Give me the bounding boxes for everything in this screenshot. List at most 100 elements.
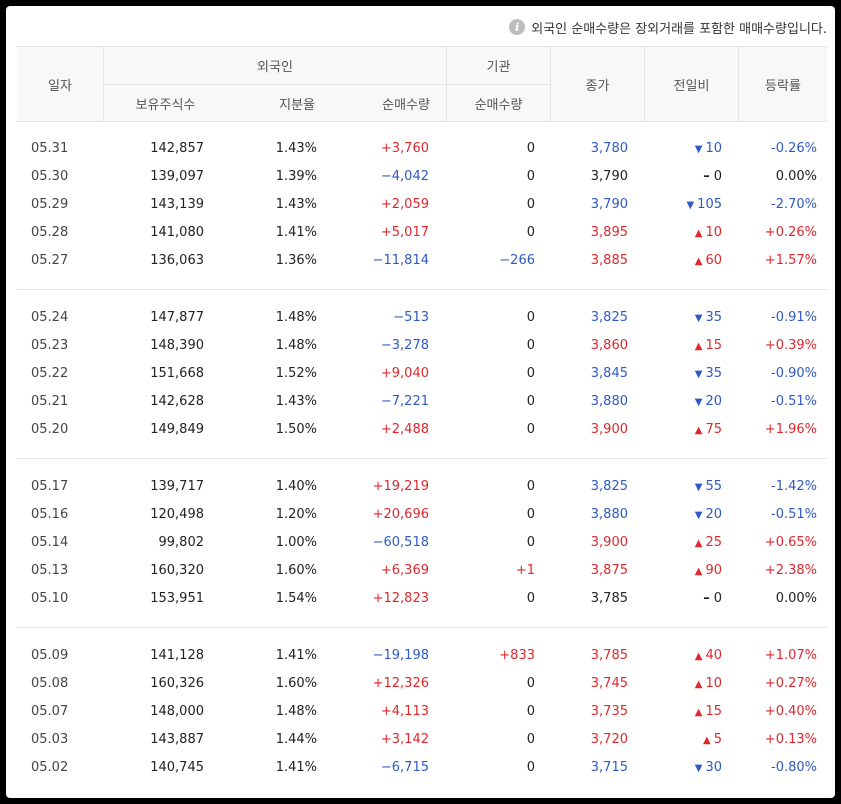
rate-cell: 0.00% [775,169,817,184]
table-row: 05.03 143,887 1.44% +3,142 0 3,720 ▲ 5 +0.13% [17,726,827,754]
close-cell: 3,825 [590,479,628,494]
date-cell: 05.10 [31,591,69,606]
table-row: 05.24 147,877 1.48% −513 0 3,825 ▼ 35 -0.91% [17,304,827,332]
institution-net-cell: 0 [526,366,535,381]
rate-cell: +2.38% [764,563,817,578]
header-rate: 등락률 [765,78,801,94]
ratio-cell: 1.43% [275,197,317,212]
change-value: 30 [705,760,722,775]
header-close: 종가 [585,78,610,94]
foreign-net-cell: +12,326 [372,676,429,691]
change-cell: ▲ 60 [642,247,722,275]
table-row: 05.16 120,498 1.20% +20,696 0 3,880 ▼ 20 -0.51% [17,501,827,529]
arrow-down-icon: ▼ [694,763,703,774]
institution-net-cell: 0 [526,704,535,719]
change-cell: ▲ 25 [642,529,722,557]
foreign-net-cell: +5,017 [380,225,429,240]
holdings-cell: 142,857 [150,141,204,156]
foreign-net-cell: −60,518 [372,535,429,550]
change-value: 25 [705,535,722,550]
investor-trading-table-panel: i 외국인 순매수량은 장외거래를 포함한 매매수량입니다. 일자 외국인 기관… [6,6,835,798]
holdings-cell: 149,849 [150,422,204,437]
table-row: 05.23 148,390 1.48% −3,278 0 3,860 ▲ 15 +0.39% [17,332,827,360]
close-cell: 3,900 [590,535,628,550]
ratio-cell: 1.36% [275,253,317,268]
arrow-down-icon: ▼ [694,369,703,380]
change-cell: ▲ 90 [642,557,722,585]
rate-cell: -0.26% [771,141,817,156]
foreign-net-cell: −11,814 [372,253,429,268]
header-institution: 기관 [486,60,511,75]
row-group: 05.24 147,877 1.48% −513 0 3,825 ▼ 35 -0.91% 05.2… [17,290,827,459]
flat-dash-icon: – [703,591,710,606]
holdings-cell: 120,498 [150,507,204,522]
institution-net-cell: 0 [526,169,535,184]
close-cell: 3,715 [590,760,628,775]
table-row: 05.20 149,849 1.50% +2,488 0 3,900 ▲ 75 +1.96% [17,416,827,444]
header-change: 전일비 [673,78,710,94]
change-cell: ▲ 10 [642,219,722,247]
arrow-down-icon: ▼ [694,510,703,521]
rate-cell: -0.91% [771,310,817,325]
close-cell: 3,790 [590,169,628,184]
rate-cell: +0.26% [764,225,817,240]
date-cell: 05.03 [31,732,69,747]
holdings-cell: 136,063 [150,253,204,268]
notice-text: 외국인 순매수량은 장외거래를 포함한 매매수량입니다. [531,21,827,37]
institution-net-cell: 0 [526,479,535,494]
info-icon[interactable]: i [509,19,526,35]
holdings-cell: 139,097 [150,169,204,184]
close-cell: 3,825 [590,310,628,325]
close-cell: 3,885 [590,253,628,268]
foreign-net-cell: −4,042 [380,169,429,184]
table-row: 05.27 136,063 1.36% −11,814 −266 3,885 ▲ 60 +1.5… [17,247,827,275]
table-row: 05.31 142,857 1.43% +3,760 0 3,780 ▼ 10 -0.26% [17,135,827,163]
close-cell: 3,845 [590,366,628,381]
institution-net-cell: 0 [526,225,535,240]
date-cell: 05.16 [31,507,69,522]
institution-net-cell: 0 [526,732,535,747]
change-value: 0 [713,169,722,184]
close-cell: 3,780 [590,141,628,156]
institution-net-cell: 0 [526,760,535,775]
close-cell: 3,880 [590,394,628,409]
change-value: 15 [705,338,722,353]
holdings-cell: 148,000 [150,704,204,719]
institution-net-cell: 0 [526,422,535,437]
institution-net-cell: 0 [526,310,535,325]
table-row: 05.21 142,628 1.43% −7,221 0 3,880 ▼ 20 -0.51% [17,388,827,416]
close-cell: 3,785 [590,591,628,606]
arrow-up-icon: ▲ [694,341,703,352]
ratio-cell: 1.60% [275,563,317,578]
header-foreign: 외국인 [257,60,293,75]
close-cell: 3,860 [590,338,628,353]
holdings-cell: 160,326 [150,676,204,691]
ratio-cell: 1.39% [275,169,317,184]
foreign-net-cell: +20,696 [372,507,429,522]
table-row: 05.08 160,326 1.60% +12,326 0 3,745 ▲ 10 +0.27% [17,670,827,698]
ratio-cell: 1.52% [275,366,317,381]
arrow-up-icon: ▲ [694,679,703,690]
rate-cell: +1.57% [764,253,817,268]
change-cell: ▲ 75 [642,416,722,444]
holdings-cell: 141,080 [150,225,204,240]
change-value: 20 [705,507,722,522]
table-body: 05.31 142,857 1.43% +3,760 0 3,780 ▼ 10 -0.26% 05… [17,121,827,796]
close-cell: 3,790 [590,197,628,212]
institution-net-cell: 0 [526,338,535,353]
holdings-cell: 141,128 [150,648,204,663]
change-value: 35 [705,310,722,325]
change-cell: ▲ 40 [642,642,722,670]
table-row: 05.28 141,080 1.41% +5,017 0 3,895 ▲ 10 +0.26% [17,219,827,247]
holdings-cell: 99,802 [158,535,205,550]
foreign-net-cell: −7,221 [380,394,429,409]
change-cell: ▼ 35 [642,360,722,388]
holdings-cell: 140,745 [150,760,204,775]
date-cell: 05.09 [31,648,69,663]
change-cell: ▲ 15 [642,698,722,726]
date-cell: 05.31 [31,141,69,156]
rate-cell: -0.80% [771,760,817,775]
arrow-up-icon: ▲ [694,538,703,549]
ratio-cell: 1.43% [275,394,317,409]
ratio-cell: 1.41% [275,648,317,663]
